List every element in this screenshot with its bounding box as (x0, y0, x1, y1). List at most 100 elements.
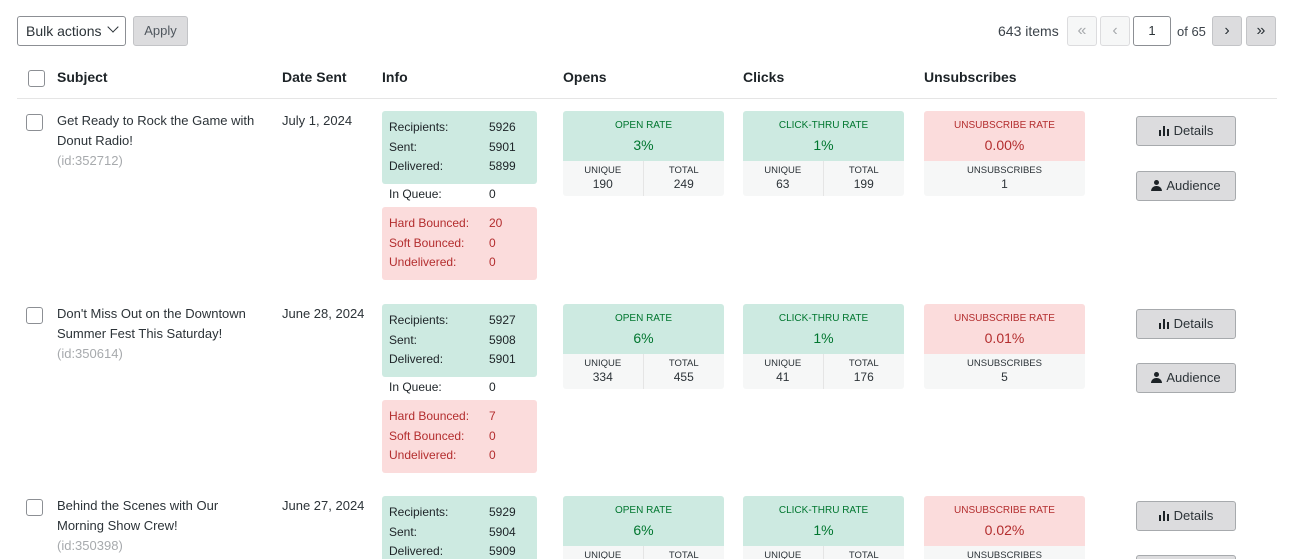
details-button[interactable]: Details (1136, 309, 1236, 339)
opens-stat: OPEN RATE 6% UNIQUE334 TOTAL455 (563, 304, 724, 389)
row-checkbox[interactable] (26, 499, 43, 516)
sent-label: Sent: (389, 525, 417, 539)
clicks-stat: CLICK-THRU RATE1% UNIQUE63 TOTAL199 (743, 111, 904, 196)
bar-chart-icon (1159, 511, 1170, 521)
delivered-label: Delivered: (389, 159, 443, 173)
total-label: TOTAL (644, 165, 725, 176)
total-label: TOTAL (824, 165, 905, 176)
total-label: TOTAL (644, 358, 725, 369)
column-date-sent[interactable]: Date Sent (282, 69, 347, 85)
open-rate-value: 6% (563, 328, 724, 348)
audience-button[interactable]: Audience (1136, 363, 1236, 393)
unsubscribes-label: UNSUBSCRIBES (924, 165, 1085, 176)
table-row: Get Ready to Rock the Game with Donut Ra… (17, 111, 1277, 286)
total-label: TOTAL (644, 550, 725, 559)
hard-bounced-value: 7 (489, 407, 496, 427)
clicks-stat: CLICK-THRU RATE1% UNIQUE41 TOTAL176 (743, 304, 904, 389)
sent-label: Sent: (389, 333, 417, 347)
unsubscribes-stat: UNSUBSCRIBE RATE0.00% UNSUBSCRIBES1 (924, 111, 1085, 196)
select-all-checkbox[interactable] (28, 70, 45, 87)
audience-button[interactable] (1136, 555, 1236, 559)
unique-label: UNIQUE (563, 165, 643, 176)
details-button[interactable]: Details (1136, 501, 1236, 531)
total-pages: of 65 (1177, 24, 1206, 39)
column-unsubscribes: Unsubscribes (924, 69, 1017, 85)
user-icon (1151, 372, 1162, 383)
recipients-value: 5929 (489, 503, 516, 523)
delivered-label: Delivered: (389, 544, 443, 558)
subject-cell: Behind the Scenes with Our Morning Show … (57, 496, 267, 556)
recipients-label: Recipients: (389, 505, 448, 519)
click-rate-label: CLICK-THRU RATE (743, 505, 904, 517)
date-sent: July 1, 2024 (282, 111, 372, 131)
open-rate-label: OPEN RATE (563, 313, 724, 325)
column-opens: Opens (563, 69, 607, 85)
audience-label: Audience (1166, 370, 1220, 385)
unsub-rate-label: UNSUBSCRIBE RATE (924, 313, 1085, 325)
soft-bounced-label: Soft Bounced: (389, 236, 464, 250)
subject-cell: Get Ready to Rock the Game with Donut Ra… (57, 111, 267, 171)
date-sent: June 27, 2024 (282, 496, 372, 516)
details-button[interactable]: Details (1136, 116, 1236, 146)
click-rate-value: 1% (743, 135, 904, 155)
unique-label: UNIQUE (743, 358, 823, 369)
unique-label: UNIQUE (563, 550, 643, 559)
open-rate-value: 3% (563, 135, 724, 155)
unsubscribes-label: UNSUBSCRIBES (924, 550, 1085, 559)
bulk-actions-select[interactable]: Bulk actions (17, 16, 126, 46)
subject-title[interactable]: Behind the Scenes with Our Morning Show … (57, 496, 267, 536)
unique-label: UNIQUE (743, 165, 823, 176)
bar-chart-icon (1159, 126, 1170, 136)
current-page-input[interactable]: 1 (1133, 16, 1171, 46)
delivered-value: 5899 (489, 157, 516, 177)
click-total-value: 176 (824, 369, 905, 385)
chevron-down-icon (107, 21, 118, 32)
recipients-label: Recipients: (389, 313, 448, 327)
column-subject[interactable]: Subject (57, 69, 108, 85)
click-rate-label: CLICK-THRU RATE (743, 120, 904, 132)
audience-button[interactable]: Audience (1136, 171, 1236, 201)
unsubscribes-label: UNSUBSCRIBES (924, 358, 1085, 369)
in-queue-value: 0 (489, 184, 496, 204)
details-label: Details (1174, 123, 1214, 138)
click-unique-value: 63 (743, 176, 823, 192)
open-unique-value: 190 (563, 176, 643, 192)
open-rate-value: 6% (563, 520, 724, 540)
click-rate-label: CLICK-THRU RATE (743, 313, 904, 325)
subject-title[interactable]: Get Ready to Rock the Game with Donut Ra… (57, 111, 267, 151)
unsub-rate-value: 0.00% (924, 135, 1085, 155)
open-unique-value: 334 (563, 369, 643, 385)
total-label: TOTAL (824, 358, 905, 369)
table-row: Don't Miss Out on the Downtown Summer Fe… (17, 304, 1277, 479)
prev-page-button[interactable]: ‹ (1100, 16, 1130, 46)
undelivered-label: Undelivered: (389, 255, 456, 269)
open-total-value: 455 (644, 369, 725, 385)
soft-bounced-label: Soft Bounced: (389, 429, 464, 443)
subject-title[interactable]: Don't Miss Out on the Downtown Summer Fe… (57, 304, 267, 344)
column-info: Info (382, 69, 408, 85)
next-page-button[interactable]: › (1212, 16, 1242, 46)
hard-bounced-label: Hard Bounced: (389, 216, 469, 230)
delivered-value: 5901 (489, 350, 516, 370)
row-checkbox[interactable] (26, 307, 43, 324)
audience-label: Audience (1166, 178, 1220, 193)
last-page-button[interactable]: » (1246, 16, 1276, 46)
apply-button[interactable]: Apply (133, 16, 188, 46)
first-page-button[interactable]: « (1067, 16, 1097, 46)
open-total-value: 249 (644, 176, 725, 192)
campaign-id: (id:350398) (57, 536, 267, 556)
click-rate-value: 1% (743, 520, 904, 540)
sent-value: 5901 (489, 138, 516, 158)
delivery-info: Recipients:5929 Sent:5904 Delivered:5909 (382, 496, 537, 559)
undelivered-label: Undelivered: (389, 448, 456, 462)
tablenav-top: Bulk actions Apply 643 items « ‹ 1 of 65… (17, 16, 1277, 46)
opens-stat: OPEN RATE3% UNIQUE190 TOTAL249 (563, 111, 724, 196)
total-label: TOTAL (824, 550, 905, 559)
bounce-info: Hard Bounced:20 Soft Bounced:0 Undeliver… (382, 207, 537, 280)
row-checkbox[interactable] (26, 114, 43, 131)
click-rate-value: 1% (743, 328, 904, 348)
unsubscribes-value: 1 (924, 176, 1085, 192)
unsubscribes-stat: UNSUBSCRIBE RATE0.02% UNSUBSCRIBES (924, 496, 1085, 559)
unique-label: UNIQUE (563, 358, 643, 369)
sent-value: 5904 (489, 523, 516, 543)
